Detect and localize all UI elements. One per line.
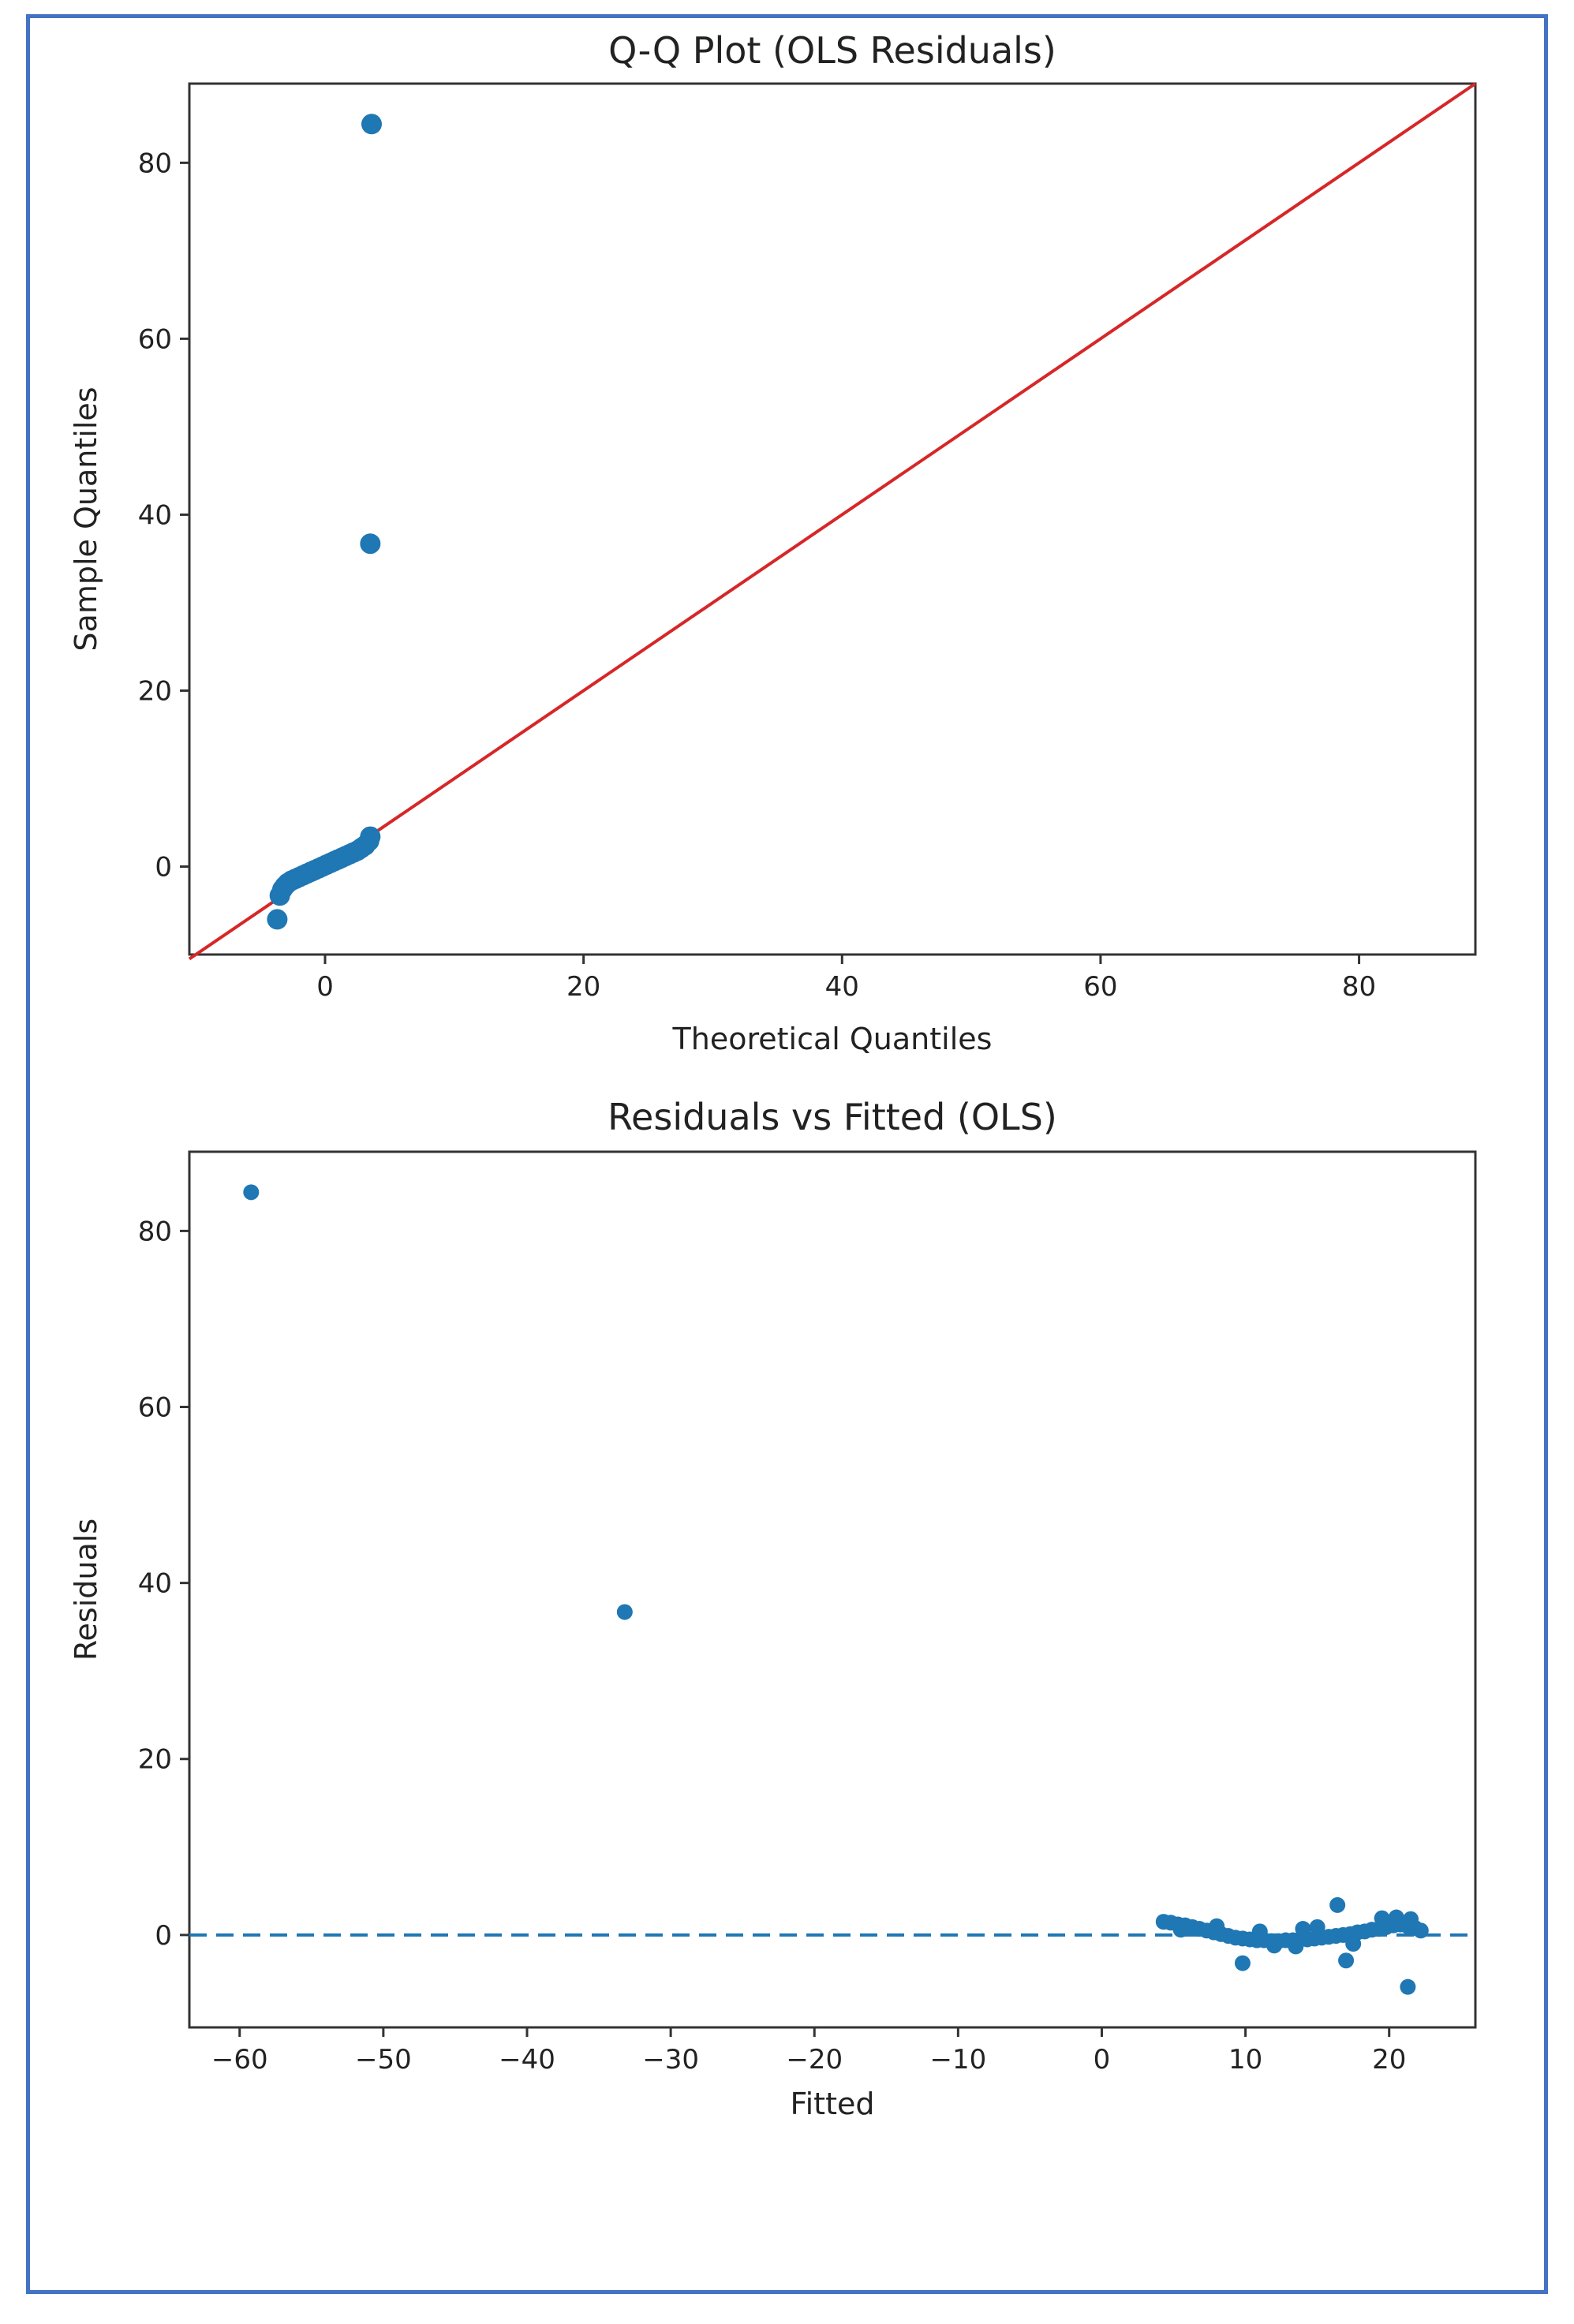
x-axis-ticks: −60 −50 −40 −30 −20 −10 0 10 20 (211, 2027, 1406, 2076)
x-tick-label: −10 (929, 2044, 986, 2076)
data-point (360, 533, 381, 555)
x-axis-label: Fitted (791, 2087, 875, 2121)
reference-line (188, 82, 1477, 961)
y-tick-label: 20 (138, 675, 172, 707)
x-tick-label: −50 (355, 2044, 412, 2076)
x-tick-label: 0 (1094, 2044, 1111, 2076)
y-tick-label: 80 (138, 148, 172, 179)
y-tick-label: 60 (138, 323, 172, 355)
data-point (1309, 1919, 1325, 1935)
data-point (1374, 1910, 1390, 1926)
data-point (243, 1184, 260, 1201)
data-points (188, 82, 1477, 961)
y-tick-label: 40 (138, 499, 172, 531)
x-tick-label: −20 (786, 2044, 843, 2076)
y-tick-label: 0 (155, 851, 172, 883)
y-tick-label: 20 (138, 1744, 172, 1776)
data-point (1403, 1911, 1419, 1927)
data-points (189, 1184, 1475, 1995)
data-point (1266, 1937, 1283, 1954)
data-point (361, 114, 382, 135)
data-point (1338, 1952, 1355, 1969)
x-tick-label: −40 (499, 2044, 555, 2076)
qq-plot: Q-Q Plot (OLS Residuals) 0 20 40 60 80 0 20 40… (69, 29, 1477, 1056)
x-tick-label: 80 (1342, 971, 1376, 1003)
plot-area (188, 1150, 1477, 2029)
x-tick-label: 20 (1372, 2044, 1406, 2076)
y-axis-label: Sample Quantiles (69, 387, 103, 651)
chart-title: Q-Q Plot (OLS Residuals) (608, 29, 1056, 72)
data-point (1329, 1896, 1346, 1913)
x-tick-label: 60 (1083, 971, 1117, 1003)
y-tick-label: 60 (138, 1392, 172, 1424)
x-axis-label: Theoretical Quantiles (672, 1022, 993, 1056)
x-tick-label: 40 (825, 971, 859, 1003)
y-tick-label: 80 (138, 1216, 172, 1247)
x-tick-label: 20 (566, 971, 600, 1003)
x-axis-ticks: 0 20 40 60 80 (316, 955, 1376, 1003)
x-tick-label: −60 (211, 2044, 268, 2076)
residuals-vs-fitted-plot: Residuals vs Fitted (OLS) −60 −50 −40 −30 −2… (69, 1096, 1477, 2121)
plot-area (188, 82, 1477, 956)
data-point (1345, 1936, 1362, 1952)
data-point (1400, 1978, 1416, 1995)
data-point (360, 826, 381, 847)
data-point (1209, 1918, 1225, 1934)
data-point (267, 909, 288, 930)
data-point (1295, 1921, 1311, 1937)
data-point (1234, 1955, 1251, 1971)
y-tick-label: 40 (138, 1568, 172, 1600)
y-axis-ticks: 0 20 40 60 80 (138, 148, 189, 883)
data-point (1288, 1938, 1304, 1955)
y-axis-label: Residuals (69, 1519, 103, 1661)
x-tick-label: 0 (316, 971, 334, 1003)
data-point (1412, 1922, 1429, 1939)
data-point (1251, 1923, 1268, 1940)
data-point (1172, 1922, 1189, 1938)
x-tick-label: −30 (642, 2044, 699, 2076)
x-tick-label: 10 (1228, 2044, 1262, 2076)
data-point (1388, 1909, 1404, 1926)
figure-frame (26, 14, 1548, 2294)
data-point (616, 1604, 633, 1620)
y-tick-label: 0 (155, 1920, 172, 1952)
chart-title: Residuals vs Fitted (OLS) (608, 1096, 1057, 1138)
y-axis-ticks: 0 20 40 60 80 (138, 1216, 189, 1952)
